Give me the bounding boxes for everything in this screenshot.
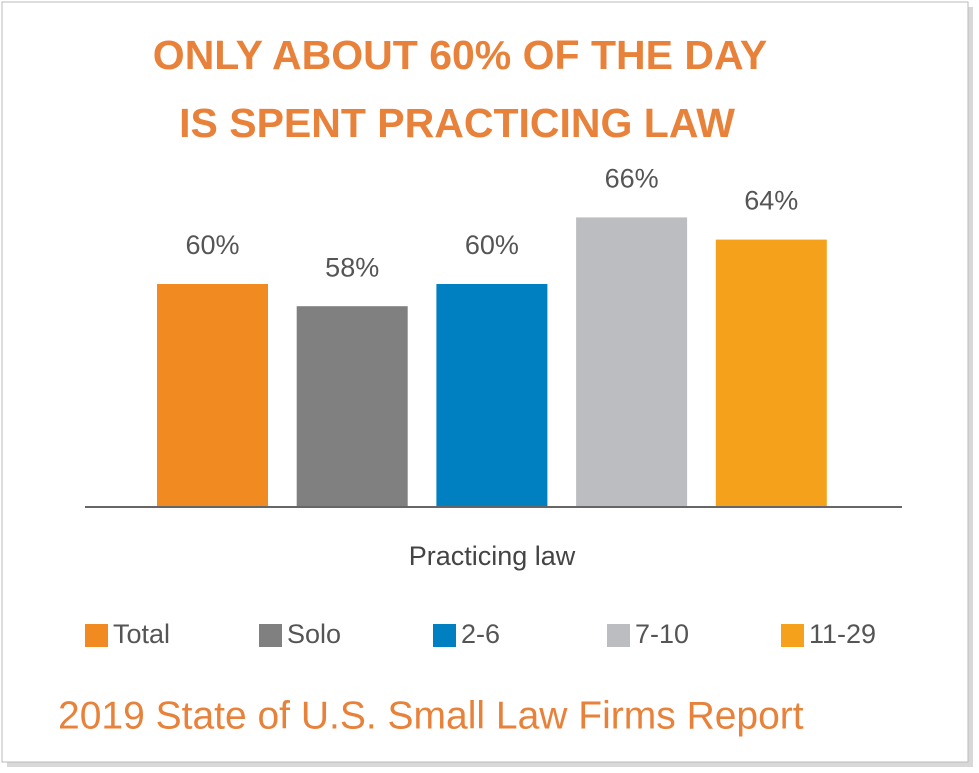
legend-swatch <box>607 624 630 647</box>
legend-label: Solo <box>287 619 341 649</box>
value-label: 66% <box>605 164 659 194</box>
category-label: Practicing law <box>409 541 576 571</box>
bar <box>436 284 548 506</box>
value-label: 60% <box>185 230 239 260</box>
bar <box>576 217 688 506</box>
caption: 2019 State of U.S. Small Law Firms Repor… <box>58 694 804 737</box>
bar <box>157 284 268 506</box>
legend-label: 2-6 <box>461 619 500 649</box>
bar <box>296 306 408 506</box>
legend-swatch <box>781 624 804 647</box>
value-label: 58% <box>325 252 379 282</box>
legend-swatch <box>259 624 282 647</box>
chart-title: IS SPENT PRACTICING LAW <box>179 100 735 146</box>
legend-swatch <box>433 624 456 647</box>
legend-label: 7-10 <box>635 619 689 649</box>
bar <box>715 239 827 506</box>
legend-label: 11-29 <box>809 619 876 649</box>
chart-title: ONLY ABOUT 60% OF THE DAY <box>153 32 767 78</box>
legend-swatch <box>85 624 108 647</box>
legend-label: Total <box>113 619 170 649</box>
value-label: 64% <box>744 186 798 216</box>
value-label: 60% <box>465 230 519 260</box>
